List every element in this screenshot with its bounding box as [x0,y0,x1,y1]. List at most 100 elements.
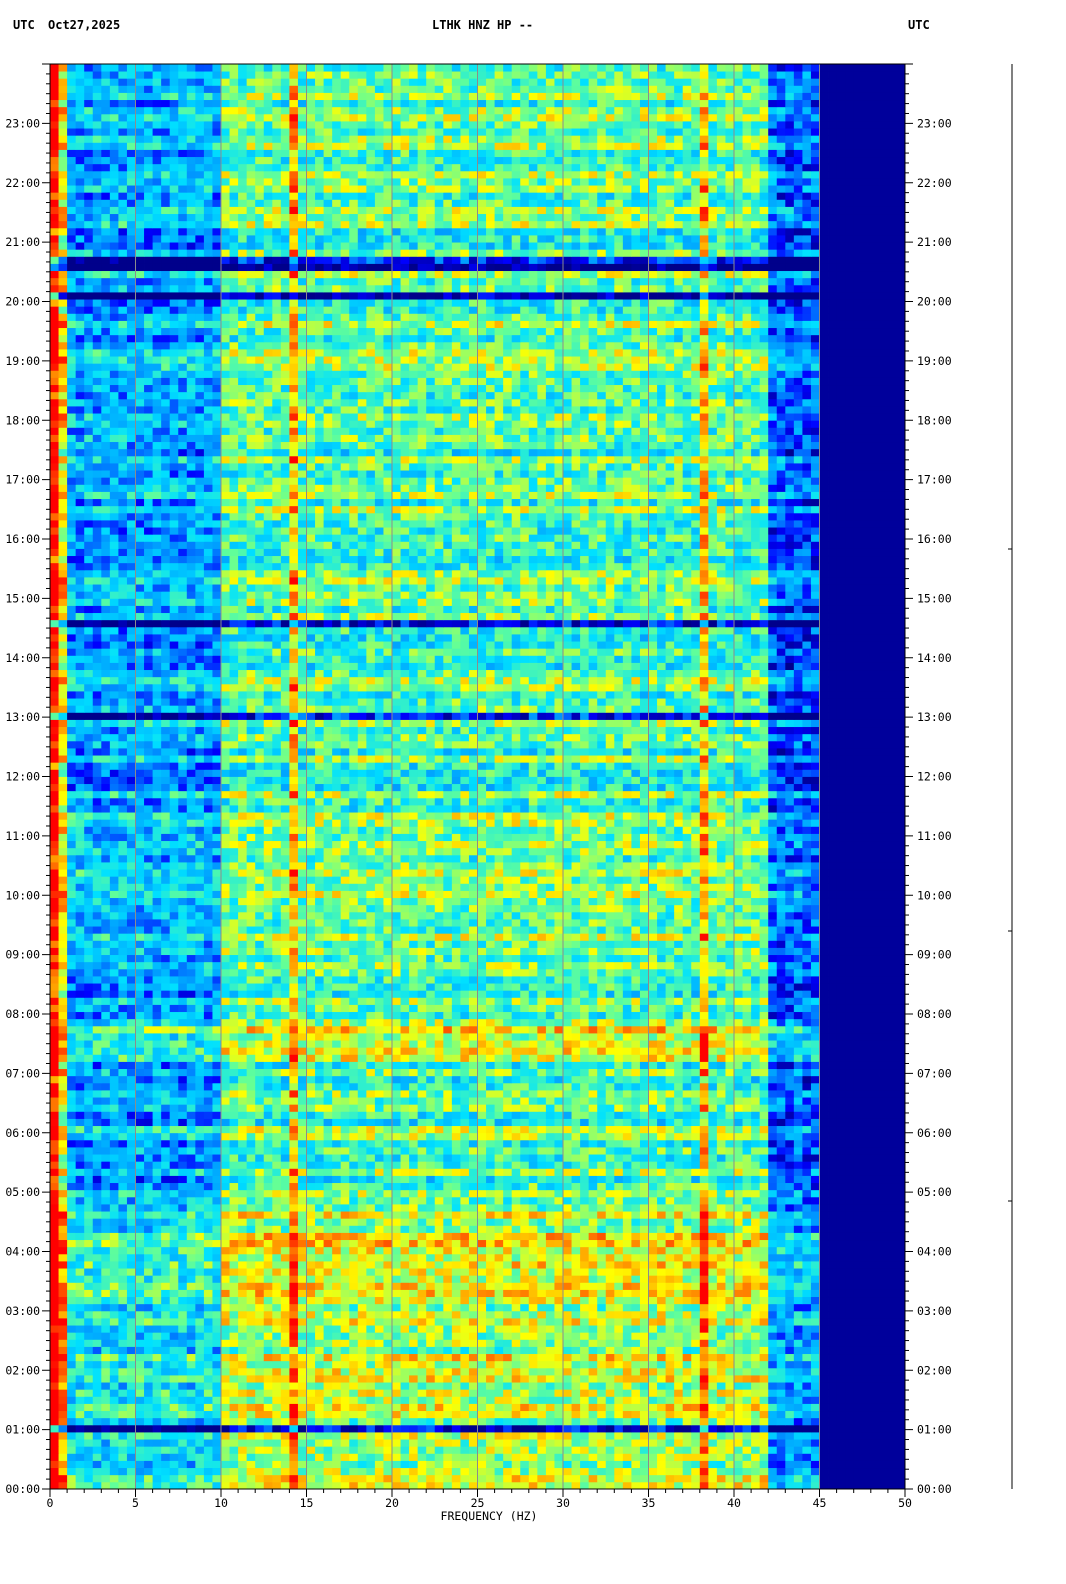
heatmap-cell [238,1154,247,1162]
heatmap-cell [811,1290,820,1298]
heatmap-cell [443,1204,452,1212]
heatmap-cell [341,1482,350,1490]
heatmap-cell [683,1347,692,1355]
heatmap-cell [691,1133,700,1141]
heatmap-cell [495,1446,504,1454]
heatmap-cell [272,1282,281,1290]
heatmap-cell [366,1347,375,1355]
heatmap-cell [452,1332,461,1340]
heatmap-cell [486,1140,495,1148]
heatmap-cell [178,1318,187,1326]
heatmap-cell [802,1453,811,1461]
heatmap-cell [144,1225,153,1233]
heatmap-cell [537,1375,546,1383]
heatmap-cell [84,1368,93,1376]
heatmap-cell [862,1361,871,1369]
heatmap-cell [589,1168,598,1176]
heatmap-cell [178,1446,187,1454]
heatmap-cell [554,1432,563,1440]
heatmap-cell [469,1418,478,1426]
heatmap-cell [631,1168,640,1176]
heatmap-cell [418,1297,427,1305]
heatmap-cell [606,1361,615,1369]
heatmap-cell [426,1347,435,1355]
heatmap-cell [512,1247,521,1255]
heatmap-cell [289,1297,298,1305]
heatmap-cell [409,1482,418,1490]
heatmap-cell [734,1282,743,1290]
heatmap-cell [67,1347,76,1355]
heatmap-cell [546,1432,555,1440]
heatmap-cell [93,1318,102,1326]
heatmap-cell [589,1375,598,1383]
heatmap-cell [178,1161,187,1169]
heatmap-cell [289,1282,298,1290]
heatmap-cell [264,1461,273,1469]
heatmap-cell [683,1268,692,1276]
heatmap-cell [84,1332,93,1340]
heatmap-cell [734,1297,743,1305]
heatmap-cell [743,1347,752,1355]
heatmap-cell [110,1446,119,1454]
heatmap-cell [862,1404,871,1412]
heatmap-cell [529,1147,538,1155]
heatmap-cell [691,1354,700,1362]
heatmap-cell [136,1254,145,1262]
heatmap-cell [734,1247,743,1255]
heatmap-cell [760,1418,769,1426]
heatmap-cell [743,1432,752,1440]
heatmap-cell [307,1147,316,1155]
heatmap-cell [486,1176,495,1184]
heatmap-cell [195,1446,204,1454]
heatmap-cell [725,1396,734,1404]
heatmap-cell [751,1240,760,1248]
heatmap-cell [212,1468,221,1476]
heatmap-cell [170,1382,179,1390]
heatmap-cell [503,1140,512,1148]
heatmap-cell [674,1268,683,1276]
heatmap-cell [93,1461,102,1469]
heatmap-cell [178,1168,187,1176]
heatmap-cell [238,1240,247,1248]
heatmap-cell [657,1368,666,1376]
heatmap-cell [118,1304,127,1312]
heatmap-cell [178,1325,187,1333]
heatmap-cell [657,1396,666,1404]
heatmap-cell [178,1154,187,1162]
heatmap-cell [896,1339,905,1347]
heatmap-cell [401,1389,410,1397]
heatmap-cell [93,1354,102,1362]
heatmap-cell [589,1268,598,1276]
heatmap-cell [298,1225,307,1233]
heatmap-cell [768,1318,777,1326]
heatmap-cell [67,1461,76,1469]
heatmap-cell [221,1354,230,1362]
heatmap-cell [871,1425,880,1433]
heatmap-cell [418,1168,427,1176]
heatmap-cell [554,1140,563,1148]
heatmap-cell [401,1275,410,1283]
heatmap-cell [486,1482,495,1490]
heatmap-cell [691,1347,700,1355]
heatmap-cell [845,1468,854,1476]
heatmap-cell [76,1197,85,1205]
heatmap-cell [366,1147,375,1155]
heatmap-cell [879,1304,888,1312]
heatmap-cell [307,1325,316,1333]
heatmap-cell [811,1275,820,1283]
heatmap-cell [751,1418,760,1426]
heatmap-cell [572,1190,581,1198]
heatmap-cell [238,1425,247,1433]
heatmap-cell [307,1411,316,1419]
heatmap-cell [666,1176,675,1184]
heatmap-cell [657,1233,666,1241]
heatmap-cell [478,1368,487,1376]
heatmap-cell [281,1211,290,1219]
heatmap-cell [341,1190,350,1198]
heatmap-cell [281,1325,290,1333]
heatmap-cell [811,1404,820,1412]
heatmap-cell [854,1176,863,1184]
heatmap-cell [862,1425,871,1433]
heatmap-cell [760,1425,769,1433]
heatmap-cell [110,1368,119,1376]
